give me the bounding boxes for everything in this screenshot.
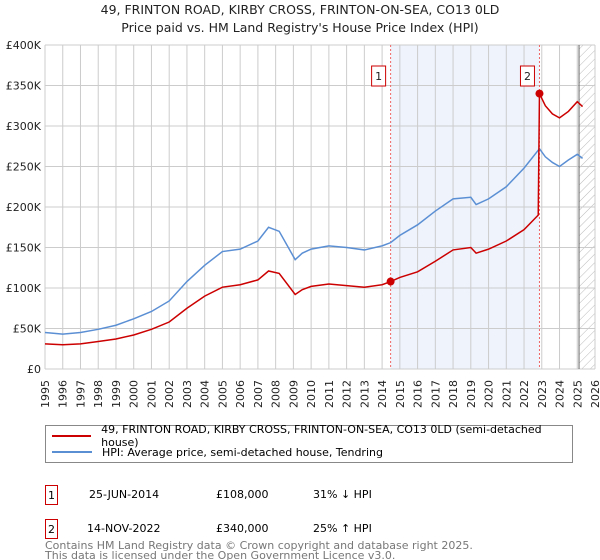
transaction-date: 25-JUN-2014 xyxy=(89,488,160,501)
sale-marker-box xyxy=(371,65,387,87)
footer-licence: This data is licensed under the Open Gov… xyxy=(45,549,396,560)
price-chart: 1995 1996 1997 1998 1999 2000 2001 2002 2003 2004… xyxy=(6,39,600,408)
y-tick-label: £0 xyxy=(27,363,41,376)
sale-marker-label: 2 xyxy=(524,70,531,83)
x-tick-label: 2001 xyxy=(145,380,158,408)
legend-item-hpi: HPI: Average price, semi-detached house,… xyxy=(52,444,383,460)
x-tick-label: 2002 xyxy=(163,380,176,408)
x-tick-label: 2023 xyxy=(536,380,549,408)
x-tick-label: 2025 xyxy=(571,380,584,408)
legend-swatch-blue xyxy=(52,451,92,453)
chart-title: 49, FRINTON ROAD, KIRBY CROSS, FRINTON-O… xyxy=(100,2,500,17)
sale-marker-label: 1 xyxy=(375,70,382,83)
transaction-badge: 1 xyxy=(45,485,58,505)
x-tick-label: 2026 xyxy=(589,380,600,408)
sale-point xyxy=(386,277,395,286)
transaction-date: 14-NOV-2022 xyxy=(87,522,161,535)
y-tick-label: £250K xyxy=(6,161,42,174)
transaction-badge: 2 xyxy=(45,519,58,539)
x-tick-label: 2013 xyxy=(358,380,371,408)
footer-copyright: Contains HM Land Registry data © Crown c… xyxy=(45,539,473,552)
x-tick-label: 2010 xyxy=(305,380,318,408)
x-tick-label: 2017 xyxy=(429,380,442,408)
sale-point xyxy=(535,89,544,98)
transaction-price: £340,000 xyxy=(216,522,269,535)
x-tick-label: 2006 xyxy=(234,380,247,408)
legend: 49, FRINTON ROAD, KIRBY CROSS, FRINTON-O… xyxy=(45,423,573,463)
legend-label: 49, FRINTON ROAD, KIRBY CROSS, FRINTON-O… xyxy=(101,423,542,449)
x-tick-label: 1996 xyxy=(57,380,70,408)
x-tick-label: 2000 xyxy=(128,380,141,408)
x-tick-label: 1999 xyxy=(110,380,123,408)
y-tick-label: £200K xyxy=(6,201,42,214)
y-tick-label: £150K xyxy=(6,242,42,255)
x-tick-label: 2015 xyxy=(394,380,407,408)
x-tick-label: 1997 xyxy=(74,380,87,408)
chart-subtitle: Price paid vs. HM Land Registry's House … xyxy=(121,20,479,35)
hpi-line xyxy=(44,147,584,335)
x-tick-label: 2007 xyxy=(252,380,265,408)
x-tick-label: 2020 xyxy=(483,380,496,408)
x-tick-label: 2022 xyxy=(518,380,531,408)
legend-item-property: 49, FRINTON ROAD, KIRBY CROSS, FRINTON-O… xyxy=(52,423,572,449)
y-tick-label: £350K xyxy=(6,80,42,93)
y-tick-label: £100K xyxy=(6,282,42,295)
x-tick-label: 2012 xyxy=(341,380,354,408)
x-tick-label: 2024 xyxy=(554,380,567,408)
legend-label: HPI: Average price, semi-detached house,… xyxy=(102,445,383,459)
x-tick-label: 1995 xyxy=(39,380,52,408)
x-tick-label: 2014 xyxy=(376,380,389,408)
transaction-price: £108,000 xyxy=(216,488,269,501)
x-tick-label: 2018 xyxy=(447,380,460,408)
x-tick-label: 2009 xyxy=(287,380,300,408)
x-tick-label: 2016 xyxy=(412,380,425,408)
x-tick-label: 2005 xyxy=(216,380,229,408)
x-tick-label: 2011 xyxy=(323,380,336,408)
property-price-line xyxy=(44,93,584,346)
x-tick-label: 2008 xyxy=(270,380,283,408)
transaction-hpi: 25% ↑ HPI xyxy=(313,522,372,535)
x-tick-label: 2004 xyxy=(199,380,212,408)
transaction-hpi: 31% ↓ HPI xyxy=(313,488,372,501)
x-tick-label: 2021 xyxy=(500,380,513,408)
transaction-row: 1 25-JUN-2014 £108,000 31% ↓ HPI xyxy=(45,485,545,505)
transaction-row: 2 14-NOV-2022 £340,000 25% ↑ HPI xyxy=(45,519,545,539)
x-tick-label: 1998 xyxy=(92,380,105,408)
y-tick-label: £50K xyxy=(13,323,42,336)
y-tick-label: £400K xyxy=(6,39,42,52)
x-tick-label: 2003 xyxy=(181,380,194,408)
sale-marker-box xyxy=(519,65,535,87)
x-tick-label: 2019 xyxy=(465,380,478,408)
legend-swatch-red xyxy=(52,435,92,437)
y-tick-label: £300K xyxy=(6,120,42,133)
